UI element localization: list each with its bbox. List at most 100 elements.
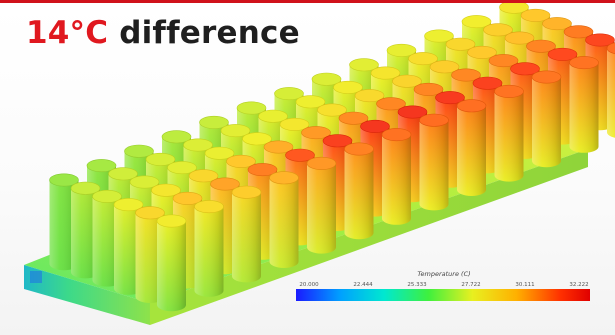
headline-word: difference [119,15,300,51]
cell-top [135,206,165,220]
cell-top [188,169,219,183]
cell-top [333,80,363,94]
cell-shading [532,77,561,168]
cell-shading [344,149,374,240]
cell-top [129,175,160,189]
cell-top [242,132,272,146]
cell-top [408,52,438,66]
cell-top [236,101,267,115]
cell-top [429,60,460,74]
cell-shading [569,62,599,153]
cell-top [311,72,342,86]
cell-shading [494,91,524,182]
cell-top [295,95,326,109]
cell-top [167,161,197,175]
battery-cell [344,142,374,240]
cell-shading [382,134,411,225]
cell-top [435,91,465,105]
cell-top [231,185,262,199]
cell-top [70,181,101,195]
cell-top [183,138,213,152]
battery-pack-render: Temperature (C) 20.000 22.444 25.333 27.722… [24,3,615,325]
cell-top [494,84,524,98]
cell-top [204,146,235,160]
cell-top [354,89,385,103]
cell-top [424,29,454,43]
cell-top [413,82,444,96]
cell-top [322,134,353,148]
cell-top [151,183,181,197]
cell-top [161,130,192,144]
cell-shading [419,120,449,211]
cell-top [569,56,599,70]
cell-top [210,177,240,191]
cell-top [92,189,122,203]
cell-top [547,47,578,61]
cell-top [86,159,117,173]
battery-cell [306,156,337,254]
cell-top [542,17,572,31]
legend-title: Temperature (C) [417,270,470,278]
cell-shading [232,192,261,283]
legend-color-bar [296,289,590,301]
cell-top [606,42,615,55]
cell-top [451,68,481,82]
cell-top [520,8,551,22]
base-cold-spot [30,271,42,283]
cell-top [488,54,519,68]
cell-top [397,105,428,119]
cell-top [445,37,476,51]
cell-top [472,76,503,90]
cell-shading [457,105,486,196]
battery-cell [531,70,562,168]
cell-top [306,156,337,170]
cell-top [483,23,513,37]
cell-top [226,154,256,168]
cell-shading [307,163,336,254]
cell-top [220,124,251,138]
cell-top [145,152,176,166]
cell-top [124,144,154,158]
cell-shading [607,48,615,138]
cell-top [274,87,304,101]
cell-top [563,25,594,39]
cell-top [301,126,331,140]
cell-top [279,117,310,131]
cell-top [269,171,299,185]
cell-top [156,214,187,228]
headline-value: 14°C [26,15,109,51]
legend-ticks: 20.000 22.444 25.333 27.722 30.111 32.222 [299,282,588,288]
cell-top [247,163,278,177]
cell-top [360,119,390,133]
battery-cell [569,56,599,153]
cell-top [199,115,229,129]
cell-top [285,148,315,162]
cell-top [194,200,224,214]
cell-top [461,15,492,29]
cell-top [510,62,540,76]
battery-cell [494,84,524,182]
cell-shading [194,206,224,297]
battery-cells [49,3,615,312]
battery-cell [269,171,299,268]
legend-tick-label: 25.333 [407,282,427,288]
battery-cell [456,99,487,196]
cell-top [317,103,347,117]
legend-tick-label: 30.111 [515,282,534,288]
cell-top [386,43,417,57]
cell-top [381,128,412,142]
cell-top [526,39,556,53]
cell-top [419,113,449,127]
cell-top [370,66,401,80]
cell-top [392,74,422,88]
cell-top [113,198,144,212]
cell-top [338,111,369,125]
cell-top [108,167,138,181]
cell-top [456,99,487,113]
cell-top [49,173,79,187]
battery-cell [606,42,615,138]
cell-shading [269,177,299,268]
legend-tick-label: 22.444 [353,282,373,288]
battery-cell [156,214,187,312]
